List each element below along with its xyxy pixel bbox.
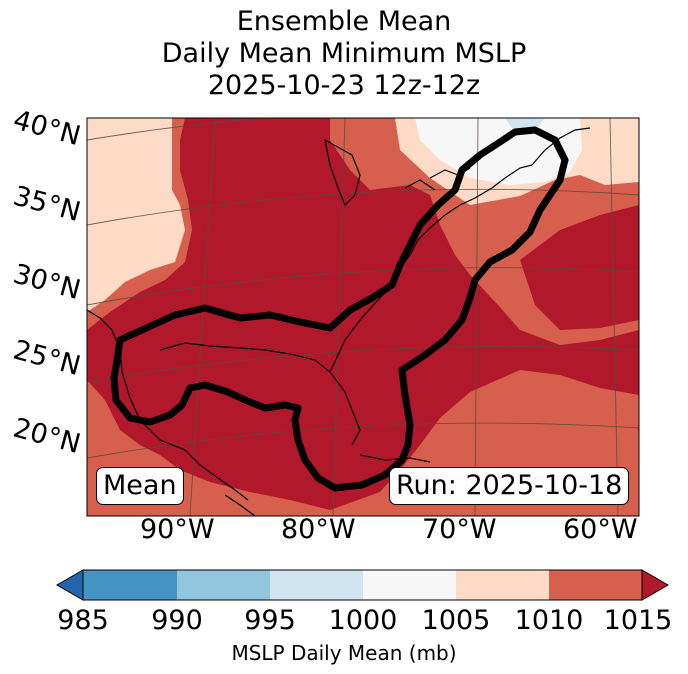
colorbar-tick-1000: 1000 bbox=[328, 605, 398, 636]
field-1005-1010-west bbox=[87, 118, 185, 312]
colorbar-frame bbox=[82, 569, 643, 601]
colorbar-bin-1005-1010 bbox=[456, 570, 549, 600]
colorbar-bin-1010-1015 bbox=[549, 570, 642, 600]
run-date-box: Run: 2025-10-18 bbox=[389, 467, 630, 505]
colorbar-bin-990-995 bbox=[177, 570, 270, 600]
map-frame bbox=[86, 117, 640, 517]
colorbar-extend-high bbox=[641, 569, 670, 601]
title-line-1: Ensemble Mean bbox=[236, 6, 452, 37]
colorbar-bin-995-1000 bbox=[270, 570, 363, 600]
graticule-parallels bbox=[87, 118, 639, 459]
title-line-3: 2025-10-23 12z-12z bbox=[207, 70, 481, 101]
pressure-contour bbox=[110, 126, 569, 492]
coastlines bbox=[87, 127, 591, 516]
field-above-1015-east bbox=[520, 205, 639, 330]
colorbar-tick-995: 995 bbox=[244, 605, 296, 636]
mean-label-box: Mean bbox=[96, 467, 184, 505]
colorbar-bin-985-990 bbox=[83, 570, 177, 600]
map-plot-area bbox=[87, 118, 639, 516]
colorbar-tick-1005: 1005 bbox=[421, 605, 491, 636]
title-line-2: Daily Mean Minimum MSLP bbox=[161, 38, 527, 69]
colorbar-label: MSLP Daily Mean (mb) bbox=[231, 641, 457, 665]
colorbar bbox=[55, 569, 670, 601]
field-above-1015 bbox=[87, 118, 639, 510]
colorbar-extend-low bbox=[55, 569, 84, 601]
colorbar-tick-1010: 1010 bbox=[514, 605, 584, 636]
lon-label-90w: 90°W bbox=[140, 514, 215, 545]
lon-label-60w: 60°W bbox=[563, 514, 638, 545]
colorbar-bin-1000-1005 bbox=[363, 570, 456, 600]
colorbar-tick-990: 990 bbox=[151, 605, 203, 636]
lon-label-70w: 70°W bbox=[422, 514, 497, 545]
colorbar-tick-985: 985 bbox=[57, 605, 109, 636]
colorbar-tick-1015: 1015 bbox=[603, 605, 673, 636]
lon-label-80w: 80°W bbox=[281, 514, 356, 545]
